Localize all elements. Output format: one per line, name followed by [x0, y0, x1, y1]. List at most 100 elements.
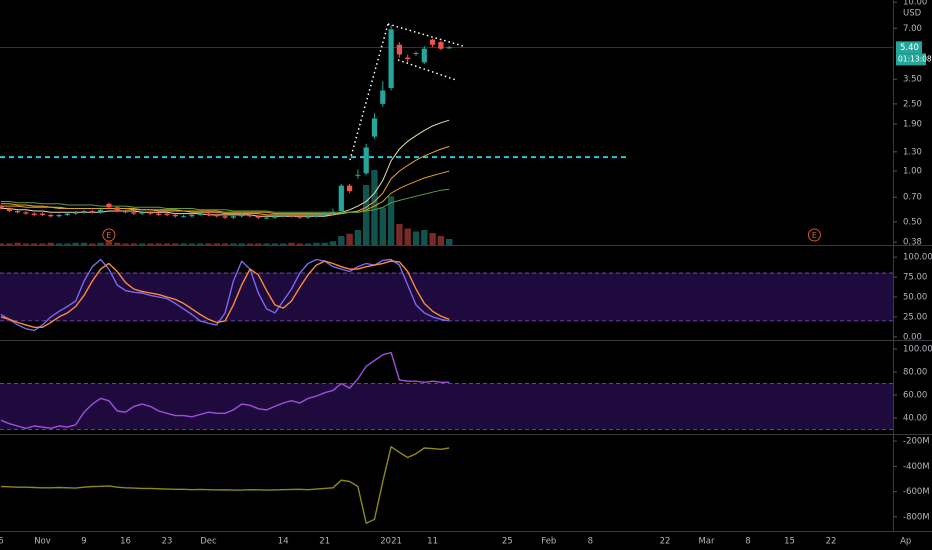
- indicator-line: [0, 260, 450, 328]
- volume-bar: [205, 243, 212, 245]
- candle-body: [56, 214, 62, 217]
- candle-body: [388, 29, 394, 89]
- candle-body: [247, 214, 253, 217]
- pennant-drawing: [349, 23, 464, 161]
- moving-average: [1, 170, 450, 215]
- candle-body: [338, 185, 344, 212]
- candle-body: [280, 214, 286, 217]
- volume-bar: [188, 243, 196, 245]
- volume-bar: [138, 243, 146, 245]
- y-tick-label: 3.50: [903, 75, 922, 85]
- volume-bar: [22, 243, 30, 245]
- candle-body: [272, 216, 278, 218]
- candle-body: [322, 213, 328, 215]
- candle-body: [230, 216, 236, 218]
- y-tick-label: 50.00: [903, 292, 927, 302]
- volume-bar: [246, 243, 254, 245]
- x-tick-label: Feb: [541, 537, 556, 547]
- candle-body: [305, 216, 311, 218]
- y-tick-label: 1.00: [903, 167, 922, 177]
- volume-bar: [387, 196, 395, 245]
- indicator-line: [0, 351, 450, 429]
- x-tick-label: 15: [784, 537, 795, 547]
- candle-body: [205, 213, 212, 215]
- volume-bar: [304, 243, 312, 245]
- x-tick-label: 16: [120, 537, 131, 547]
- candle-body: [15, 211, 21, 213]
- volume-bar: [412, 231, 420, 245]
- volume-bar: [180, 243, 187, 245]
- candle-body: [81, 211, 87, 213]
- x-tick-label: 22: [826, 537, 837, 547]
- candle-body: [264, 217, 270, 219]
- candle-body: [313, 214, 319, 217]
- y-tick-label: 80.00: [903, 368, 927, 378]
- volume-bar: [313, 242, 320, 245]
- candle-body: [89, 211, 95, 213]
- x-tick-label: 21: [319, 537, 330, 547]
- volume-bar: [446, 239, 453, 245]
- candle-body: [371, 118, 378, 137]
- candle-body: [106, 203, 112, 208]
- candle-body: [181, 216, 187, 218]
- volume-bar: [329, 241, 337, 245]
- volume-bar: [255, 243, 262, 245]
- x-tick-label: Dec: [200, 537, 217, 547]
- volume-bar: [213, 243, 220, 245]
- y-tick-label: 1.30: [903, 147, 922, 157]
- candle-body: [172, 214, 178, 217]
- last-price-badge: [896, 41, 922, 54]
- y-tick-label: -200M: [903, 437, 930, 447]
- candle-body: [330, 212, 336, 214]
- volume-bar: [263, 243, 270, 245]
- x-tick-label: Mar: [698, 537, 715, 547]
- volume-bar: [55, 243, 63, 245]
- y-tick-label: 0.00: [903, 332, 922, 342]
- volume-bar: [64, 243, 71, 245]
- earnings-label: E: [812, 231, 817, 240]
- volume-bar: [346, 233, 353, 245]
- candle-body: [0, 206, 4, 209]
- volume-bar: [147, 243, 154, 245]
- candle-body: [380, 90, 386, 104]
- y-tick-label: -600M: [903, 487, 930, 497]
- volume-bar: [379, 207, 386, 245]
- candle-body: [197, 213, 203, 215]
- volume-bar: [230, 243, 237, 245]
- volume-bar: [0, 243, 5, 245]
- volume-bar: [288, 242, 295, 245]
- x-tick-label: 6: [0, 537, 4, 547]
- volume-bar: [437, 236, 445, 245]
- y-tick-label: 25.00: [903, 312, 927, 322]
- candle-body: [438, 42, 444, 49]
- candle-body: [239, 214, 245, 217]
- candle-body: [421, 48, 427, 63]
- x-tick-label: 8: [745, 537, 750, 547]
- volume-bar: [363, 185, 370, 245]
- y-tick-label: 0.38: [903, 238, 922, 248]
- volume-bar: [122, 243, 129, 245]
- volume-bar: [72, 242, 79, 245]
- indicator-line: [0, 446, 450, 524]
- volume-bar: [114, 242, 121, 245]
- y-tick-label: -400M: [903, 462, 930, 472]
- volume-bar: [404, 228, 411, 245]
- y-tick-label: 0.50: [903, 217, 922, 227]
- x-tick-label: 11: [427, 537, 438, 547]
- volume-bar: [89, 243, 96, 245]
- volume-bar: [130, 243, 137, 245]
- x-tick-label: Nov: [34, 537, 51, 547]
- y-tick-label: 10.00: [903, 0, 927, 8]
- x-tick-label: 22: [660, 537, 671, 547]
- volume-bar: [238, 243, 245, 245]
- x-tick-label: 23: [162, 537, 173, 547]
- candle-body: [363, 147, 369, 174]
- candle-body: [48, 214, 54, 217]
- y-tick-label: 60.00: [903, 390, 927, 400]
- volume-bar: [321, 242, 328, 245]
- volume-bar: [271, 243, 279, 245]
- currency-label: USD: [903, 9, 922, 19]
- candle-body: [131, 212, 137, 214]
- candle-body: [31, 213, 37, 215]
- x-tick-label: 8: [588, 537, 593, 547]
